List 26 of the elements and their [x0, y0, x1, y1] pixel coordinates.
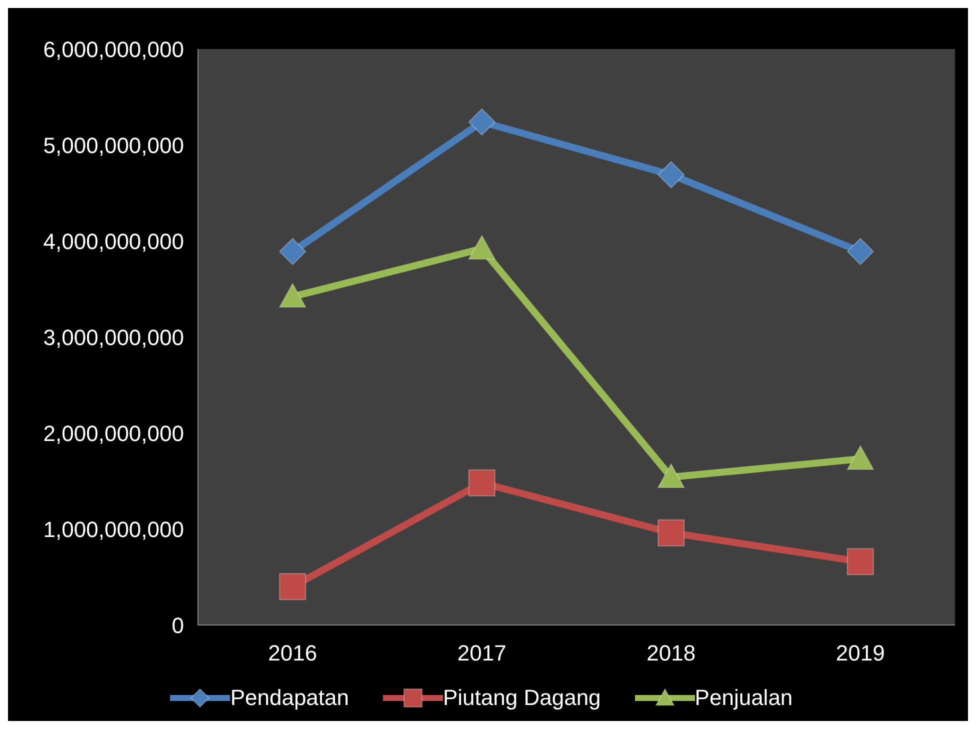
y-tick-label: 5,000,000,000 [43, 132, 184, 158]
y-tick-label: 4,000,000,000 [43, 228, 184, 254]
point [846, 548, 874, 576]
point [846, 445, 874, 470]
point [468, 108, 496, 136]
x-tick-label: 2019 [836, 640, 885, 666]
y-tick-label: 0 [172, 612, 184, 638]
point [658, 161, 685, 188]
y-tick-label: 1,000,000,000 [43, 516, 184, 542]
legend-label: Pendapatan [230, 685, 349, 711]
legend-label: Penjualan [694, 685, 793, 711]
point [279, 238, 306, 266]
legend-label: Piutang Dagang [443, 685, 601, 711]
x-tick-label: 2018 [646, 640, 696, 666]
point [468, 469, 496, 496]
point [279, 283, 306, 308]
y-tick-label: 2,000,000,000 [43, 420, 184, 446]
x-tick-label: 2017 [457, 640, 506, 666]
point [846, 238, 874, 266]
y-tick-label: 3,000,000,000 [43, 324, 184, 350]
point [279, 573, 306, 600]
point [658, 464, 685, 488]
point [468, 235, 496, 260]
point [658, 519, 685, 546]
x-tick-label: 2016 [268, 640, 318, 666]
y-tick-label: 6,000,000,000 [43, 36, 184, 62]
